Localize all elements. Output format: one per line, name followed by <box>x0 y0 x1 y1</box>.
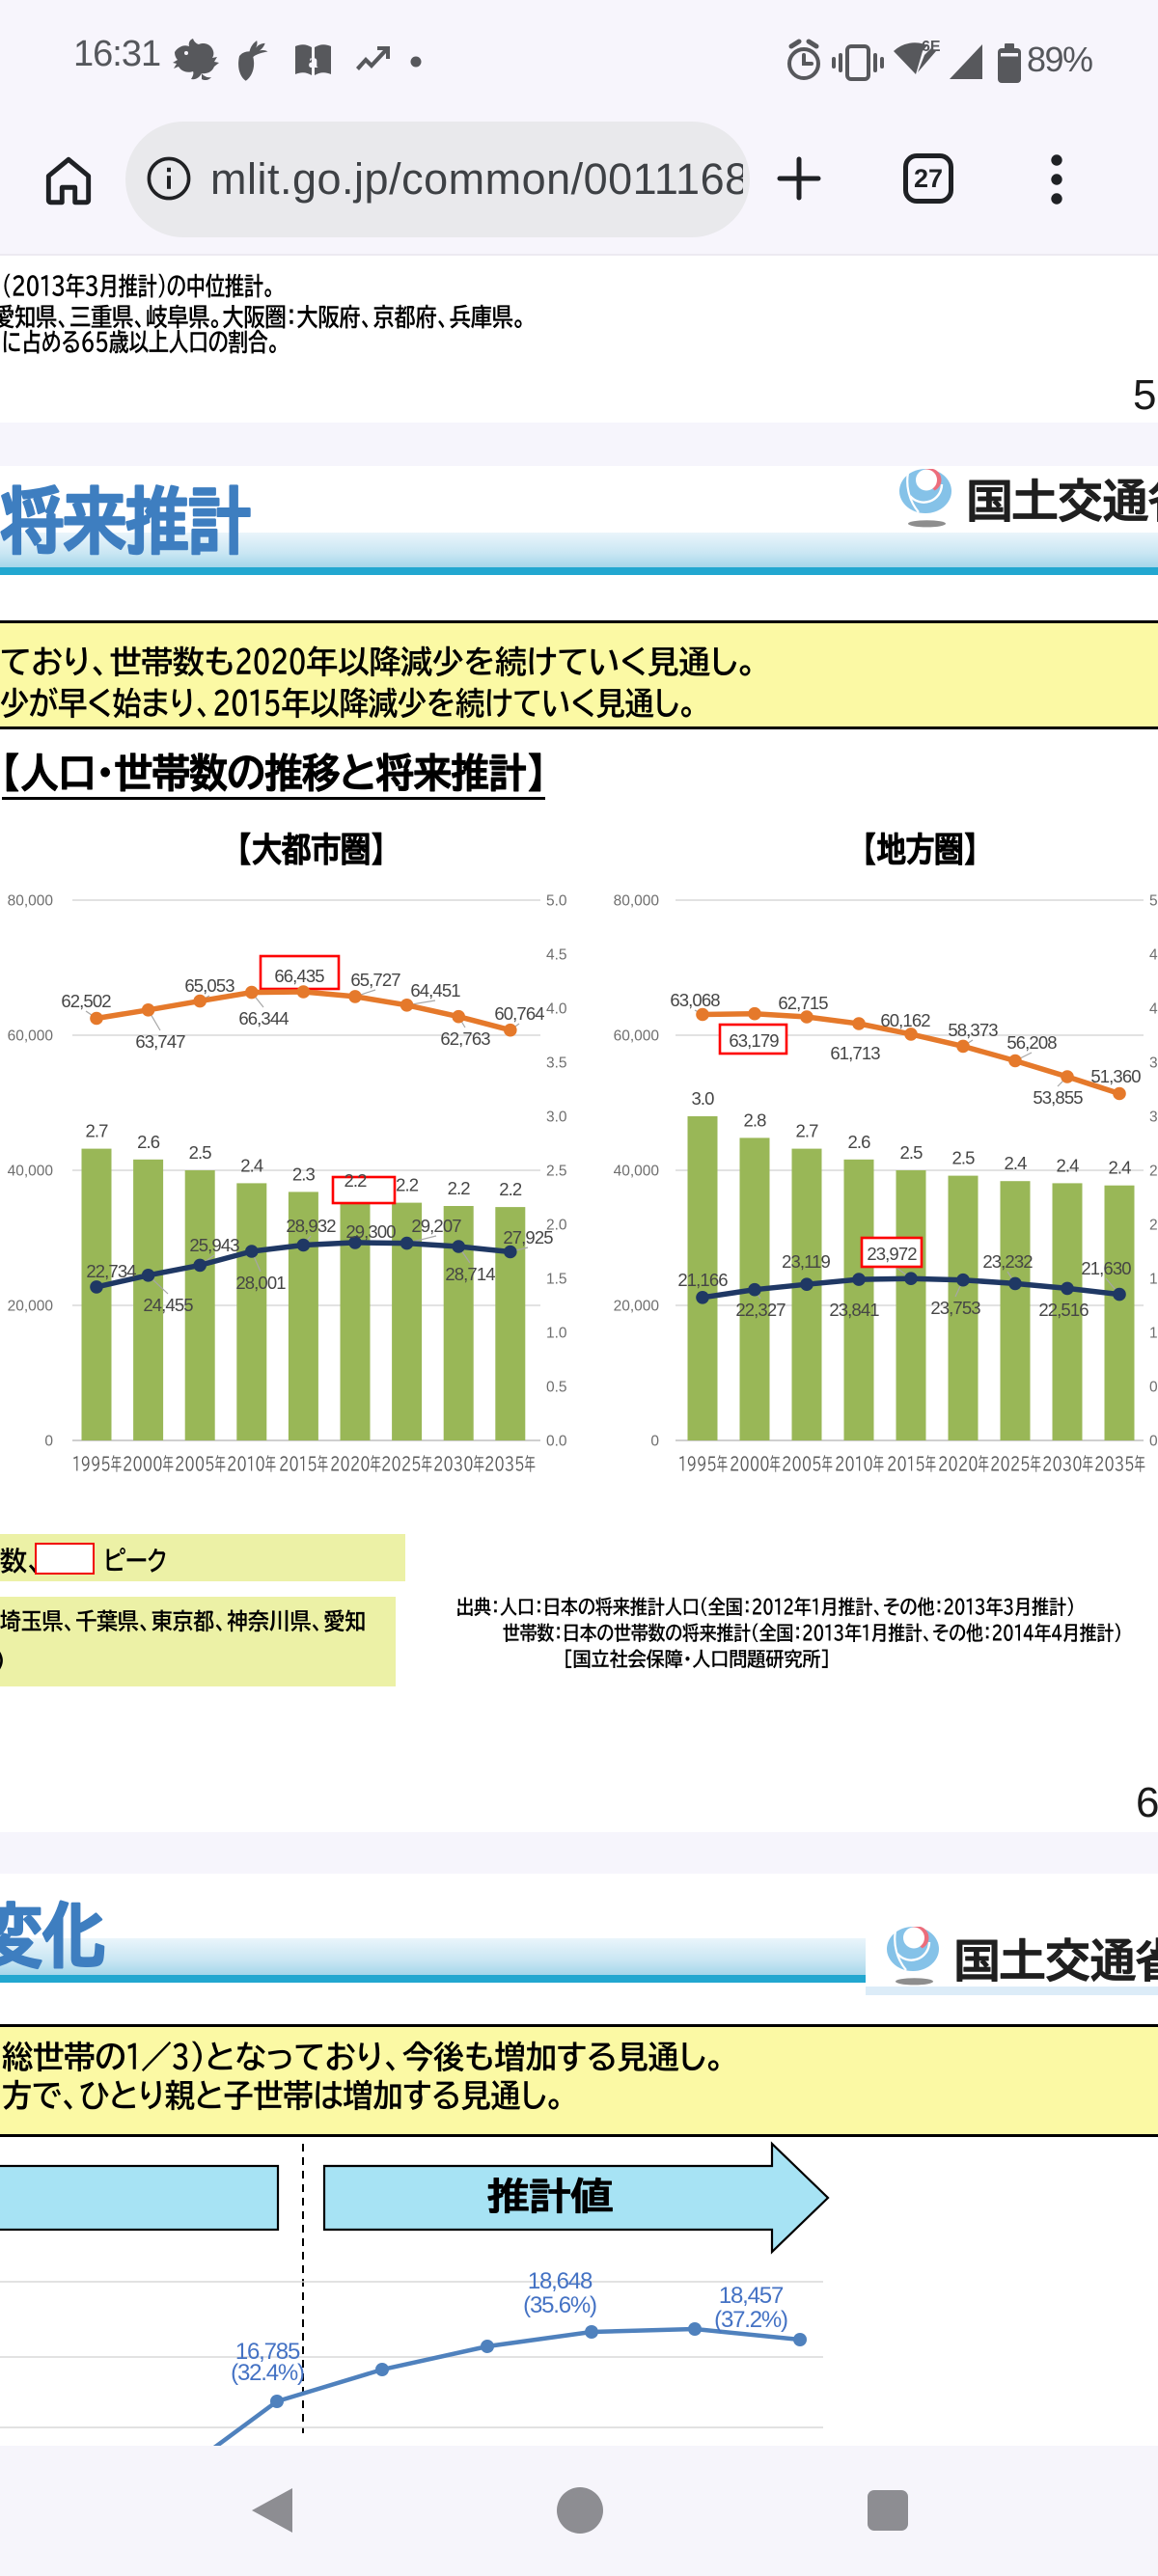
svg-text:0: 0 <box>650 1434 659 1450</box>
svg-text:2.8: 2.8 <box>743 1110 766 1130</box>
svg-text:65,053: 65,053 <box>184 975 234 996</box>
svg-text:18,457: 18,457 <box>719 2283 784 2309</box>
svg-text:22,516: 22,516 <box>1038 1300 1089 1320</box>
svg-text:40,000: 40,000 <box>614 1164 660 1180</box>
svg-text:4.5: 4.5 <box>1149 947 1158 964</box>
svg-text:66,435: 66,435 <box>274 966 324 986</box>
svg-text:28,932: 28,932 <box>286 1216 336 1236</box>
svg-text:(35.6%): (35.6%) <box>523 2292 596 2318</box>
svg-text:2.2: 2.2 <box>448 1178 471 1198</box>
svg-text:6E: 6E <box>922 39 941 55</box>
svg-text:4.0: 4.0 <box>1149 1001 1158 1018</box>
svg-text:63,747: 63,747 <box>135 1031 185 1052</box>
svg-text:80,000: 80,000 <box>614 893 660 910</box>
svg-text:61,713: 61,713 <box>830 1043 880 1063</box>
svg-text:2.2: 2.2 <box>499 1179 522 1199</box>
svg-text:21,630: 21,630 <box>1081 1258 1131 1278</box>
svg-text:1.5: 1.5 <box>546 1272 567 1288</box>
svg-text:1.0: 1.0 <box>1149 1326 1158 1342</box>
svg-text:2.0: 2.0 <box>1149 1218 1158 1234</box>
svg-text:(37.2%): (37.2%) <box>714 2307 787 2333</box>
svg-text:29,300: 29,300 <box>345 1221 396 1242</box>
svg-text:62,502: 62,502 <box>61 991 111 1011</box>
svg-text:(32.4%): (32.4%) <box>231 2360 304 2386</box>
svg-text:64,451: 64,451 <box>410 980 460 1000</box>
svg-text:1.5: 1.5 <box>1149 1272 1158 1288</box>
svg-text:22,734: 22,734 <box>86 1261 136 1281</box>
svg-text:a: a <box>309 51 318 72</box>
svg-text:23,119: 23,119 <box>782 1251 830 1272</box>
svg-text:80,000: 80,000 <box>8 893 54 910</box>
svg-text:3.5: 3.5 <box>546 1055 567 1072</box>
svg-text:16,785: 16,785 <box>235 2339 300 2365</box>
svg-text:24,455: 24,455 <box>143 1295 193 1315</box>
svg-text:5.0: 5.0 <box>1149 893 1158 910</box>
svg-text:51,360: 51,360 <box>1090 1066 1141 1086</box>
svg-text:63,179: 63,179 <box>729 1030 779 1051</box>
svg-text:60,764: 60,764 <box>494 1003 544 1024</box>
svg-text:2.4: 2.4 <box>240 1155 263 1175</box>
svg-text:4.5: 4.5 <box>546 947 567 964</box>
svg-text:0.5: 0.5 <box>1149 1380 1158 1396</box>
svg-text:0.5: 0.5 <box>546 1380 567 1396</box>
svg-text:0: 0 <box>44 1434 53 1450</box>
svg-text:3.0: 3.0 <box>546 1110 567 1126</box>
svg-text:2.2: 2.2 <box>396 1175 419 1195</box>
svg-text:65,727: 65,727 <box>350 970 400 990</box>
svg-text:63,068: 63,068 <box>670 990 720 1010</box>
svg-text:2.0: 2.0 <box>546 1218 567 1234</box>
svg-text:60,000: 60,000 <box>614 1028 660 1045</box>
svg-text:2.5: 2.5 <box>546 1164 567 1180</box>
svg-text:2.6: 2.6 <box>137 1132 160 1152</box>
svg-text:60,162: 60,162 <box>880 1010 930 1030</box>
svg-text:23,753: 23,753 <box>930 1298 980 1318</box>
svg-text:29,207: 29,207 <box>411 1216 461 1236</box>
svg-text:2.5: 2.5 <box>189 1142 212 1163</box>
svg-text:28,001: 28,001 <box>235 1273 286 1293</box>
svg-text:0.0: 0.0 <box>546 1434 567 1450</box>
svg-text:62,715: 62,715 <box>778 993 828 1013</box>
svg-text:2.4: 2.4 <box>1108 1158 1131 1178</box>
svg-text:66,344: 66,344 <box>238 1008 289 1028</box>
svg-text:23,841: 23,841 <box>829 1300 879 1320</box>
svg-text:2.4: 2.4 <box>1056 1155 1079 1175</box>
svg-text:2.2: 2.2 <box>344 1170 367 1191</box>
svg-text:23,232: 23,232 <box>982 1251 1033 1272</box>
svg-text:20,000: 20,000 <box>614 1299 660 1315</box>
svg-text:2.5: 2.5 <box>899 1142 923 1163</box>
svg-text:3.5: 3.5 <box>1149 1055 1158 1072</box>
svg-text:56,208: 56,208 <box>1006 1032 1057 1053</box>
svg-text:60,000: 60,000 <box>8 1028 54 1045</box>
svg-text:2.4: 2.4 <box>1004 1153 1027 1173</box>
svg-text:2.7: 2.7 <box>795 1121 818 1141</box>
svg-text:18,648: 18,648 <box>528 2268 593 2294</box>
svg-text:2.6: 2.6 <box>847 1132 870 1152</box>
svg-text:1.0: 1.0 <box>546 1326 567 1342</box>
svg-text:2.7: 2.7 <box>85 1121 108 1141</box>
svg-text:58,373: 58,373 <box>948 1020 998 1040</box>
svg-text:62,763: 62,763 <box>440 1028 490 1049</box>
svg-text:40,000: 40,000 <box>8 1164 54 1180</box>
svg-text:53,855: 53,855 <box>1033 1087 1083 1108</box>
svg-text:3.0: 3.0 <box>691 1088 714 1109</box>
svg-text:27,925: 27,925 <box>503 1227 553 1247</box>
svg-text:22,327: 22,327 <box>735 1300 786 1320</box>
svg-text:3.0: 3.0 <box>1149 1110 1158 1126</box>
svg-text:2.5: 2.5 <box>1149 1164 1158 1180</box>
svg-text:21,166: 21,166 <box>677 1270 728 1290</box>
svg-text:23,972: 23,972 <box>867 1244 917 1264</box>
svg-text:2.3: 2.3 <box>292 1164 316 1184</box>
svg-text:28,714: 28,714 <box>445 1264 495 1284</box>
svg-text:20,000: 20,000 <box>8 1299 54 1315</box>
svg-text:4.0: 4.0 <box>546 1001 567 1018</box>
svg-text:0.0: 0.0 <box>1149 1434 1158 1450</box>
svg-text:2.5: 2.5 <box>951 1148 975 1168</box>
svg-text:5.0: 5.0 <box>546 893 567 910</box>
svg-text:25,943: 25,943 <box>189 1235 239 1255</box>
